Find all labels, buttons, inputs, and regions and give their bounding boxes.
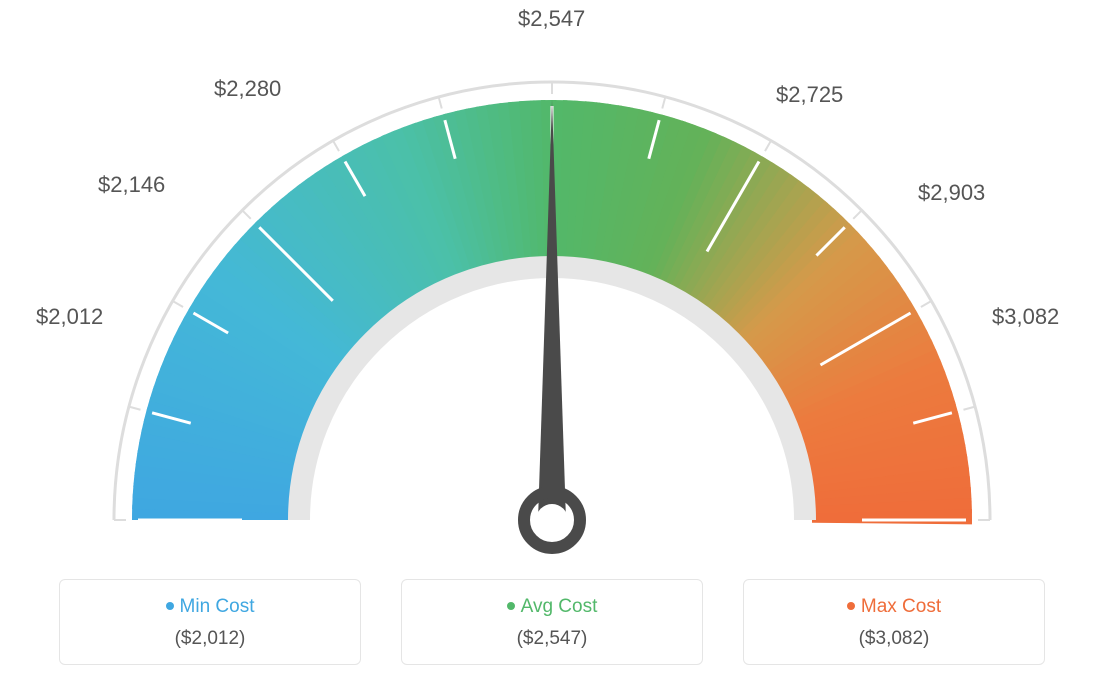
dot-icon [166,602,174,610]
tick-label-0: $2,012 [36,304,103,330]
tick-label-5: $2,903 [918,180,985,206]
tick-label-1: $2,146 [98,172,165,198]
tick-label-6: $3,082 [992,304,1059,330]
legend-min-label: Min Cost [180,596,255,617]
legend-box-min: Min Cost ($2,012) [59,579,361,665]
tick-label-3: $2,547 [518,6,585,32]
tick-label-4: $2,725 [776,82,843,108]
legend-avg-value: ($2,547) [402,628,702,650]
dot-icon [507,602,515,610]
legend-box-max: Max Cost ($3,082) [743,579,1045,665]
legend-row: Min Cost ($2,012) Avg Cost ($2,547) Max … [0,579,1104,665]
gauge-chart-container: $2,012 $2,146 $2,280 $2,547 $2,725 $2,90… [0,0,1104,690]
legend-max-value: ($3,082) [744,628,1044,650]
legend-box-avg: Avg Cost ($2,547) [401,579,703,665]
legend-max-title: Max Cost [744,596,1044,618]
tick-label-2: $2,280 [214,76,281,102]
legend-min-title: Min Cost [60,596,360,618]
legend-max-label: Max Cost [861,596,941,617]
legend-min-value: ($2,012) [60,628,360,650]
legend-avg-title: Avg Cost [402,596,702,618]
dot-icon [847,602,855,610]
legend-avg-label: Avg Cost [521,596,598,617]
gauge-area: $2,012 $2,146 $2,280 $2,547 $2,725 $2,90… [0,0,1104,560]
gauge-svg [62,40,1042,560]
